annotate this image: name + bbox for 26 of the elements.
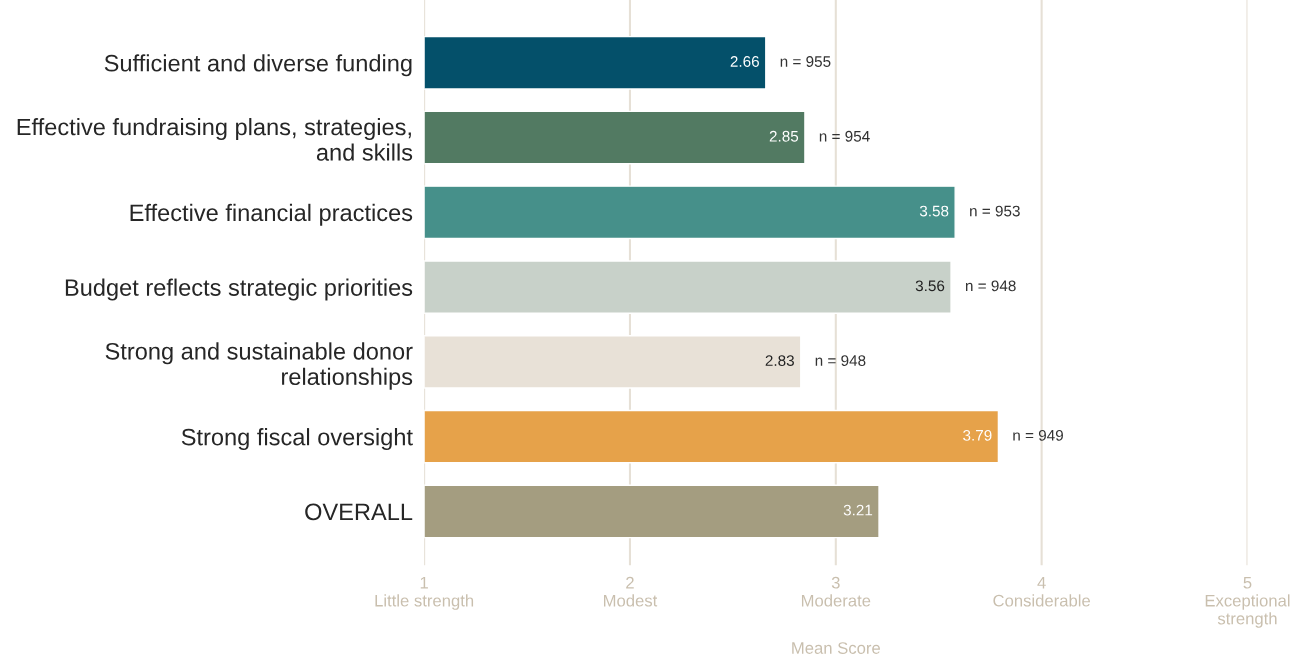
x-tick-label: 2 Modest (604, 576, 658, 607)
data-label: 2.85 (769, 130, 799, 142)
y-tick-label: Effective fundraising plans, strategies, and skills (17, 118, 413, 161)
y-tick-label: Sufficient and diverse funding (104, 54, 412, 77)
x-tick-label: 5 Exceptional strength (1205, 576, 1290, 628)
data-label: 3.21 (843, 504, 873, 516)
y-tick-label: Budget reflects strategic priorities (65, 278, 413, 301)
x-tick-label: 3 Moderate (801, 576, 871, 607)
y-tick-label: OVERALL (305, 503, 413, 521)
x-tick-label: 1 Little strength (375, 576, 474, 610)
data-label: 2.83 (765, 355, 794, 366)
annotation: n = 948 (815, 355, 866, 366)
annotation: n = 949 (1013, 429, 1063, 441)
annotation: n = 953 (970, 205, 1020, 217)
annotation: n = 948 (965, 280, 1016, 292)
data-label: 3.79 (963, 429, 992, 441)
data-label: 3.58 (919, 205, 949, 217)
y-tick-label: Effective financial practices (130, 203, 413, 226)
annotation: n = 955 (780, 56, 831, 67)
x-tick-label: 4 Considerable (993, 576, 1090, 607)
annotation: n = 954 (819, 130, 870, 142)
data-label: 3.56 (915, 280, 945, 292)
y-tick-label: Strong fiscal oversight (181, 428, 413, 451)
x-axis-title: Mean Score (792, 642, 880, 654)
y-tick-label: Strong and sustainable donor relationships (105, 342, 413, 390)
data-label: 2.66 (730, 56, 759, 67)
